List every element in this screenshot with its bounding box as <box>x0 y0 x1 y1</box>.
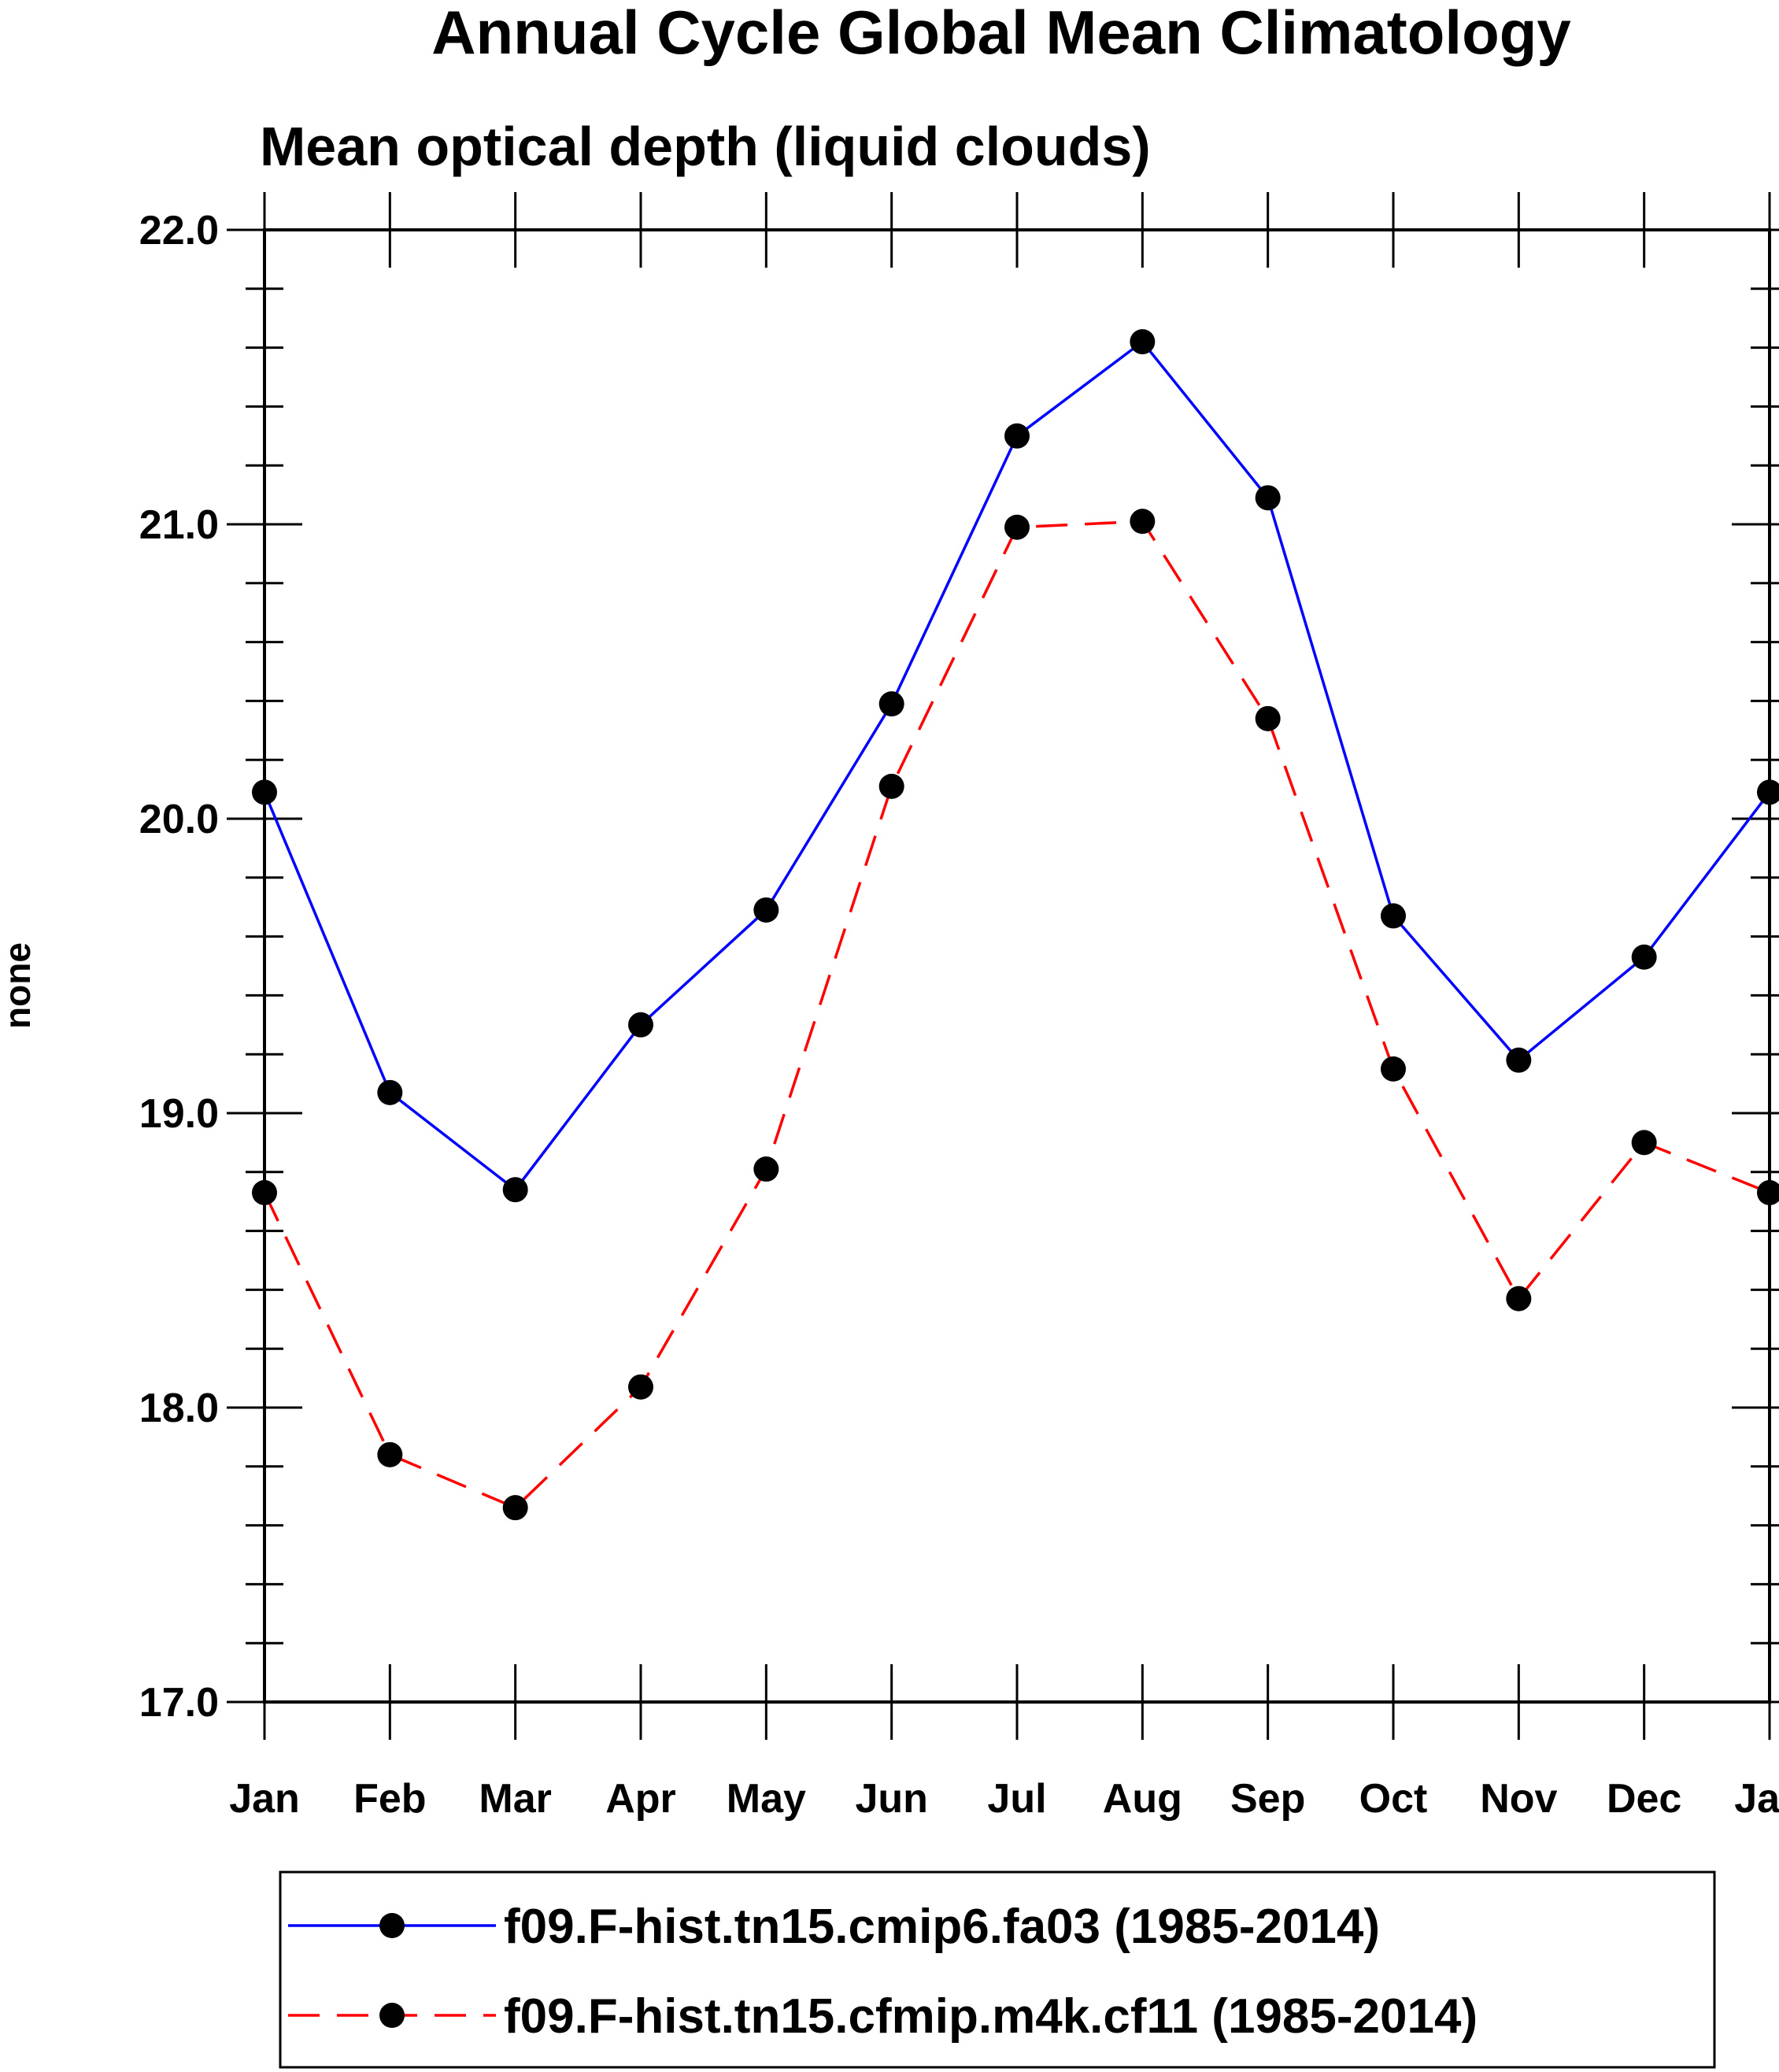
y-tick-label: 20.0 <box>139 797 219 842</box>
data-point <box>502 1495 528 1521</box>
data-point <box>1381 903 1406 929</box>
data-point <box>1631 944 1657 970</box>
data-point <box>628 1012 653 1038</box>
y-tick-label: 19.0 <box>139 1091 219 1137</box>
legend-marker <box>379 1913 405 1938</box>
legend-label: f09.F-hist.tn15.cfmip.m4k.cf11 (1985-201… <box>504 1989 1478 2044</box>
x-tick-label: Jun <box>855 1776 927 1822</box>
series-layer <box>252 329 1779 1521</box>
x-tick-label: Jan <box>1734 1776 1779 1822</box>
x-tick-label: Aug <box>1103 1776 1182 1822</box>
y-tick-label: 18.0 <box>139 1386 219 1431</box>
y-tick-label: 21.0 <box>139 502 219 548</box>
legend-box <box>279 1870 1716 2069</box>
x-tick-label: Apr <box>605 1776 676 1822</box>
series-2 <box>252 509 1779 1521</box>
data-point <box>1004 423 1030 449</box>
data-point <box>1130 509 1156 535</box>
x-tick-label: Sep <box>1230 1776 1305 1822</box>
data-point <box>1381 1056 1406 1082</box>
chart-title: Annual Cycle Global Mean Climatology <box>431 0 1571 67</box>
legend-item-1: f09.F-hist.tn15.cmip6.fa03 (1985-2014) <box>288 1900 1380 1954</box>
data-point <box>1255 705 1281 731</box>
y-axis-label: none <box>0 942 38 1029</box>
data-point <box>1631 1130 1657 1156</box>
legend-item-2: f09.F-hist.tn15.cfmip.m4k.cf11 (1985-201… <box>288 1989 1478 2044</box>
x-tick-label: Nov <box>1480 1776 1557 1822</box>
data-point <box>878 691 904 717</box>
y-tick-labels: 17.0 18.0 19.0 20.0 21.0 22.0 <box>139 208 219 1726</box>
legend-marker <box>379 2003 405 2028</box>
chart-subtitle: Mean optical depth (liquid clouds) <box>260 116 1151 177</box>
x-tick-label: Dec <box>1607 1776 1681 1822</box>
data-point <box>1255 485 1281 511</box>
data-point <box>1004 514 1030 540</box>
data-point <box>753 1156 779 1182</box>
tick-marks <box>227 192 1779 1740</box>
x-tick-labels: Jan Feb Mar Apr May Jun Jul Aug Sep Oct Nov Dec Jan <box>229 1776 1779 1822</box>
data-point <box>628 1374 653 1400</box>
x-tick-label: Mar <box>479 1776 551 1822</box>
y-tick-label: 17.0 <box>139 1680 219 1726</box>
plot-frame <box>263 228 1771 1704</box>
legend-label: f09.F-hist.tn15.cmip6.fa03 (1985-2014) <box>504 1900 1380 1954</box>
x-tick-label: Jul <box>987 1776 1046 1822</box>
data-point <box>878 773 904 799</box>
legend: f09.F-hist.tn15.cmip6.fa03 (1985-2014) f0… <box>279 1870 1716 2069</box>
x-tick-label: Jan <box>229 1776 300 1822</box>
data-point <box>377 1441 403 1467</box>
data-point <box>1130 329 1156 355</box>
legend-items: f09.F-hist.tn15.cmip6.fa03 (1985-2014) f0… <box>288 1900 1478 2044</box>
y-tick-label: 22.0 <box>139 208 219 253</box>
data-point <box>377 1079 403 1105</box>
x-tick-label: May <box>727 1776 806 1822</box>
data-point <box>753 897 779 923</box>
series-1 <box>252 329 1779 1203</box>
data-point <box>502 1177 528 1203</box>
data-point <box>1506 1047 1532 1073</box>
x-tick-label: Oct <box>1359 1776 1428 1822</box>
data-point <box>1506 1286 1532 1312</box>
x-tick-label: Feb <box>353 1776 426 1822</box>
series-line <box>263 339 1771 1192</box>
series-line <box>263 520 1770 1510</box>
